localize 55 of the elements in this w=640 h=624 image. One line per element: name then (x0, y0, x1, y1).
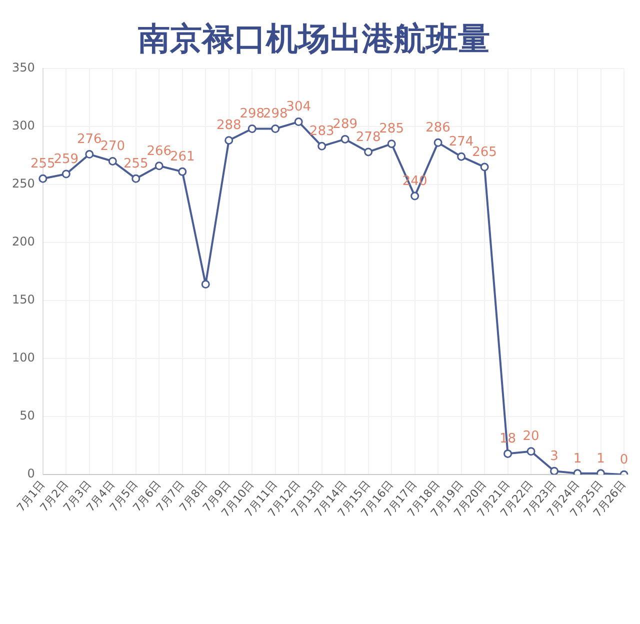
data-label: 298 (262, 106, 288, 122)
data-label: 259 (54, 152, 79, 167)
point (85, 150, 94, 159)
data-label: 266 (146, 144, 172, 159)
data-label: 1 (573, 451, 582, 466)
point (248, 124, 256, 133)
y-tick-label: 150 (12, 292, 35, 307)
data-label: 286 (426, 120, 450, 136)
point (410, 192, 420, 200)
data-label: 261 (170, 150, 195, 165)
point (504, 449, 512, 458)
point (457, 152, 466, 161)
point (154, 162, 164, 170)
point (38, 174, 48, 183)
point (434, 138, 442, 147)
data-label: 276 (76, 132, 102, 148)
point (178, 167, 187, 176)
point (294, 118, 303, 126)
data-label: 255 (30, 156, 56, 172)
data-label: 298 (240, 106, 265, 122)
y-tick-label: 0 (27, 466, 35, 481)
point (271, 124, 280, 133)
data-label: 3 (550, 448, 558, 464)
chart-title: 南京禄口机场出港航班量 (138, 20, 490, 58)
point (480, 162, 489, 172)
point (387, 140, 396, 148)
y-tick-label: 100 (12, 350, 35, 365)
data-label: 1 (596, 451, 605, 466)
data-label: 285 (379, 122, 404, 137)
point (364, 148, 373, 156)
data-label: 289 (332, 117, 358, 132)
y-tick-label: 300 (12, 118, 35, 133)
point (62, 170, 70, 178)
point (318, 142, 326, 150)
data-label: 288 (216, 118, 242, 134)
y-tick-label: 200 (12, 234, 35, 249)
point (526, 447, 536, 456)
data-label: 274 (448, 134, 474, 150)
y-tick-label: 50 (20, 408, 35, 423)
data-label: 278 (356, 130, 381, 145)
data-label: 283 (309, 124, 334, 140)
data-label: 265 (472, 144, 497, 160)
y-tick-label: 350 (12, 60, 35, 75)
point (224, 136, 234, 145)
point (132, 174, 140, 183)
data-label: 0 (620, 452, 628, 468)
y-tick-label: 250 (12, 176, 35, 191)
data-label: 304 (286, 100, 311, 115)
data-label: 20 (522, 429, 540, 444)
point (550, 466, 559, 475)
data-label: 270 (100, 139, 126, 154)
point (201, 280, 210, 289)
point (340, 134, 350, 144)
data-label: 255 (123, 156, 148, 172)
point (108, 156, 117, 166)
